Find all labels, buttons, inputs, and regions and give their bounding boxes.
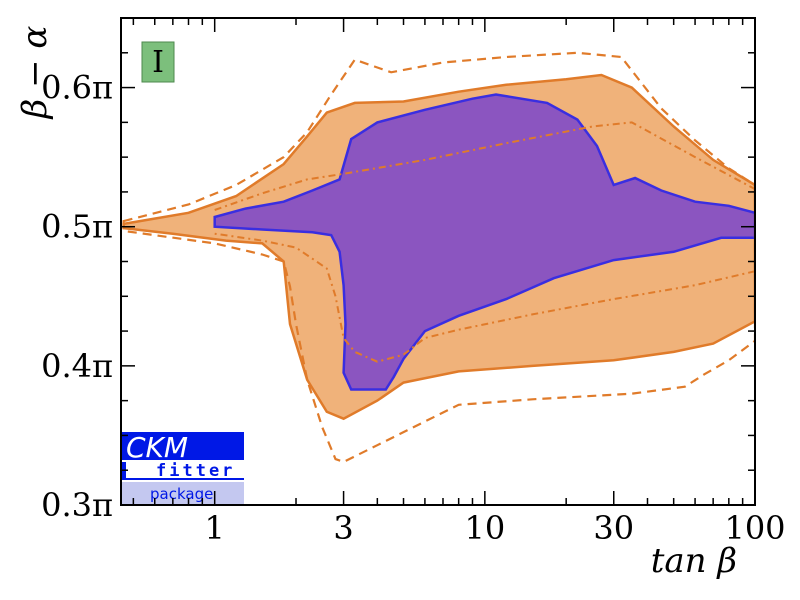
contour-orange-dashed — [122, 51, 755, 464]
y-tick-label: 0.6π — [41, 69, 113, 107]
x-tick-label: 100 — [724, 509, 785, 547]
logo-top-band — [121, 432, 244, 460]
panel-tag: I — [141, 41, 175, 83]
plot-content — [122, 51, 755, 464]
panel-tag-box — [141, 41, 175, 83]
logo-ckm-text: CKM — [126, 431, 188, 464]
axis-tick-labels: 1 3 10 30 100 0.3π 0.4π 0.5π 0.6π — [41, 69, 785, 547]
x-tick-label: 10 — [464, 509, 505, 547]
x-axis-label: tan β — [651, 541, 737, 581]
contour-orange-dashdot-lower — [214, 232, 755, 363]
y-tick-label: 0.4π — [41, 347, 113, 385]
axis-ticks — [121, 17, 756, 506]
y-tick-label: 0.3π — [41, 486, 113, 524]
contour-orange-dashdot-upper — [214, 121, 755, 211]
x-tick-label: 3 — [333, 509, 353, 547]
logo-fitter-text: fitter — [156, 461, 235, 481]
ckmfitter-logo: CKM fitter package — [121, 431, 244, 504]
logo-bottom-band — [121, 482, 244, 504]
logo-mid-bar — [121, 462, 126, 480]
y-axis-label: β − α — [15, 26, 55, 121]
panel-tag-label: I — [152, 45, 164, 80]
x-tick-label: 30 — [593, 509, 634, 547]
y-tick-label: 0.5π — [41, 208, 113, 246]
logo-package-text: package — [150, 485, 213, 503]
region-purple-filled — [213, 93, 755, 391]
x-tick-label: 1 — [205, 509, 225, 547]
